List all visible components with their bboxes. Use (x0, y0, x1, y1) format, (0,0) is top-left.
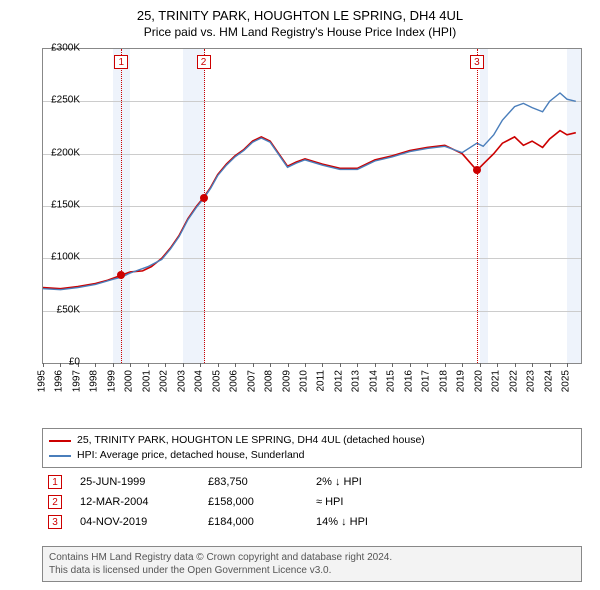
x-axis-label: 1997 (71, 370, 82, 392)
event-row: 2 12-MAR-2004 £158,000 ≈ HPI (42, 492, 582, 512)
event-date: 04-NOV-2019 (80, 516, 190, 528)
y-axis-label: £250K (30, 95, 80, 106)
events-table: 1 25-JUN-1999 £83,750 2% ↓ HPI 2 12-MAR-… (42, 472, 582, 532)
y-axis-label: £50K (30, 304, 80, 315)
y-axis-label: £100K (30, 252, 80, 263)
x-axis-label: 1998 (89, 370, 100, 392)
event-marker-2: 2 (48, 495, 62, 509)
x-axis-label: 2022 (508, 370, 519, 392)
y-axis-label: £0 (30, 357, 80, 368)
x-axis-label: 2012 (333, 370, 344, 392)
x-axis-label: 2006 (229, 370, 240, 392)
series-hpi (43, 93, 576, 290)
x-axis-label: 2005 (211, 370, 222, 392)
x-axis-label: 2019 (456, 370, 467, 392)
event-date: 25-JUN-1999 (80, 476, 190, 488)
legend-label-property: 25, TRINITY PARK, HOUGHTON LE SPRING, DH… (77, 433, 425, 448)
x-axis-label: 1999 (106, 370, 117, 392)
event-price: £158,000 (208, 496, 298, 508)
x-axis-label: 2020 (473, 370, 484, 392)
chart-subtitle: Price paid vs. HM Land Registry's House … (0, 23, 600, 45)
legend-label-hpi: HPI: Average price, detached house, Sund… (77, 448, 304, 463)
event-row: 3 04-NOV-2019 £184,000 14% ↓ HPI (42, 512, 582, 532)
x-axis-label: 2007 (246, 370, 257, 392)
event-note: 2% ↓ HPI (316, 476, 576, 488)
event-marker-3: 3 (48, 515, 62, 529)
event-row: 1 25-JUN-1999 £83,750 2% ↓ HPI (42, 472, 582, 492)
line-canvas (43, 49, 581, 363)
x-axis-label: 1995 (37, 370, 48, 392)
x-axis-label: 2002 (159, 370, 170, 392)
x-axis-label: 2010 (299, 370, 310, 392)
event-note: 14% ↓ HPI (316, 516, 576, 528)
chart-container: 25, TRINITY PARK, HOUGHTON LE SPRING, DH… (0, 0, 600, 590)
y-axis-label: £200K (30, 147, 80, 158)
chart-marker-1: 1 (114, 55, 128, 69)
x-axis-label: 2000 (124, 370, 135, 392)
event-marker-1: 1 (48, 475, 62, 489)
x-axis-label: 2013 (351, 370, 362, 392)
x-axis-label: 2003 (176, 370, 187, 392)
x-axis-label: 2021 (491, 370, 502, 392)
y-axis-label: £150K (30, 200, 80, 211)
series-property (43, 131, 576, 289)
x-axis-label: 2015 (386, 370, 397, 392)
legend-swatch-property (49, 440, 71, 442)
plot-region: 1 2 3 (42, 48, 582, 364)
x-axis-label: 2008 (264, 370, 275, 392)
x-axis-label: 2004 (194, 370, 205, 392)
marker-dot-2 (200, 194, 208, 202)
footer: Contains HM Land Registry data © Crown c… (42, 546, 582, 582)
x-axis-label: 2018 (438, 370, 449, 392)
y-axis-label: £300K (30, 43, 80, 54)
marker-dot-3 (473, 166, 481, 174)
event-price: £184,000 (208, 516, 298, 528)
x-axis-label: 2011 (316, 370, 327, 392)
x-axis-label: 2009 (281, 370, 292, 392)
x-axis-label: 2014 (368, 370, 379, 392)
event-date: 12-MAR-2004 (80, 496, 190, 508)
chart-title: 25, TRINITY PARK, HOUGHTON LE SPRING, DH… (0, 0, 600, 23)
footer-line2: This data is licensed under the Open Gov… (49, 564, 575, 577)
x-axis-label: 2016 (403, 370, 414, 392)
event-price: £83,750 (208, 476, 298, 488)
chart-marker-2: 2 (197, 55, 211, 69)
chart-area: 123 £0£50K£100K£150K£200K£250K£300K19951… (42, 48, 582, 390)
x-axis-label: 1996 (54, 370, 65, 392)
legend-swatch-hpi (49, 455, 71, 457)
x-axis-label: 2023 (526, 370, 537, 392)
footer-line1: Contains HM Land Registry data © Crown c… (49, 551, 575, 564)
legend-item-property: 25, TRINITY PARK, HOUGHTON LE SPRING, DH… (49, 433, 575, 448)
x-axis-label: 2001 (141, 370, 152, 392)
legend: 25, TRINITY PARK, HOUGHTON LE SPRING, DH… (42, 428, 582, 468)
legend-item-hpi: HPI: Average price, detached house, Sund… (49, 448, 575, 463)
marker-dot-1 (117, 271, 125, 279)
event-note: ≈ HPI (316, 496, 576, 508)
x-axis-label: 2017 (421, 370, 432, 392)
x-axis-label: 2025 (561, 370, 572, 392)
x-axis-label: 2024 (543, 370, 554, 392)
chart-marker-3: 3 (470, 55, 484, 69)
